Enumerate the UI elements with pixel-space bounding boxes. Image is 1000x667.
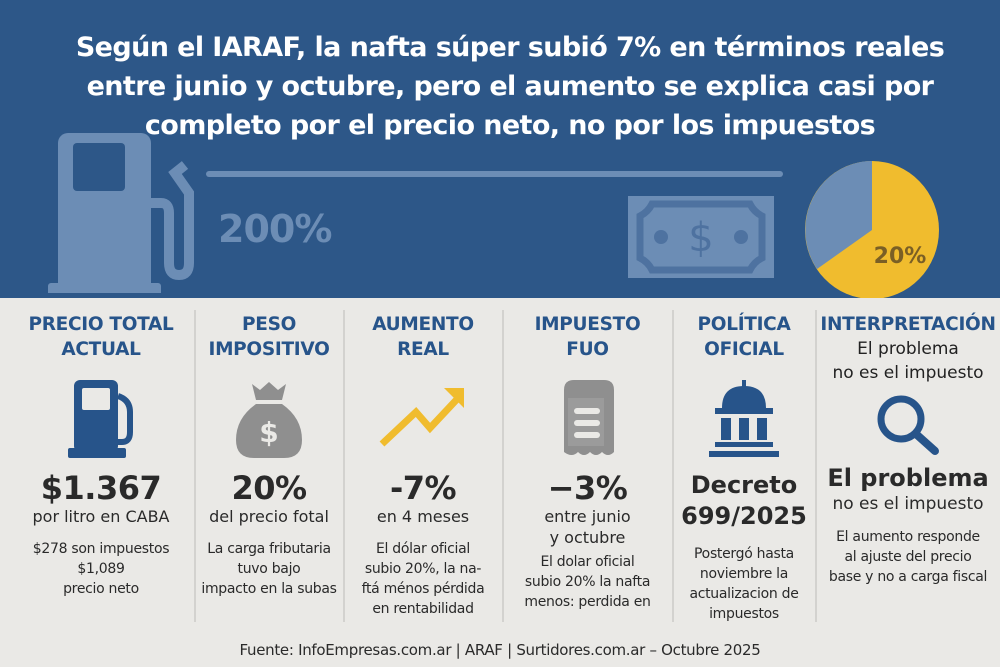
header-banner: 200% $ 20% Según el IARAF, la nafta súpe… (0, 0, 1000, 298)
column-notes: La carga fributaria tuvo bajo impacto en… (201, 541, 337, 597)
fuel-pump-background-icon (48, 133, 194, 293)
column-politica-oficial: POLÍTICA OFICIAL Decreto 699/2025 Poster… (675, 312, 813, 628)
government-building-icon (709, 380, 779, 457)
fuo-tax-value: −3% (547, 469, 628, 507)
stats-panel: PRECIO TOTAL ACTUAL $1.367 por litro en … (0, 298, 1000, 633)
column-heading: PESO IMPOSITIVO (208, 314, 330, 360)
page-title: Según el IARAF, la nafta súper subió 7% … (40, 28, 980, 145)
total-price-caption: por litro en CABA (32, 507, 170, 526)
column-notes: Postergó hasta noviembre la actualizacio… (689, 546, 799, 622)
column-divider (343, 310, 345, 622)
column-heading: INTERPRETACIÓN (820, 314, 996, 335)
column-subheading: El problema no es el impuesto (832, 339, 984, 383)
column-divider (502, 310, 504, 622)
title-line-1: Según el IARAF, la nafta súper subió 7% … (75, 32, 945, 63)
real-increase-value: -7% (389, 469, 457, 507)
total-price-value: $1.367 (40, 469, 162, 507)
column-precio-total: PRECIO TOTAL ACTUAL $1.367 por litro en … (10, 312, 192, 628)
svg-text:$: $ (688, 215, 713, 261)
background-stat: 200% (218, 207, 332, 251)
column-notes: El dolar oficial subio 20% la nafta meno… (524, 554, 651, 610)
trend-up-arrow-icon (379, 388, 464, 447)
column-notes: El aumento responde al ajuste del precio… (828, 529, 988, 585)
column-heading: POLÍTICA OFICIAL (697, 314, 791, 360)
column-heading: IMPUESTO FUO (534, 314, 641, 360)
fuel-pump-icon (68, 380, 133, 458)
tax-weight-caption: del precio fotal (209, 507, 329, 526)
real-increase-caption: en 4 meses (376, 507, 470, 526)
column-interpretacion: INTERPRETACIÓN El problema no es el impu… (818, 312, 998, 628)
column-divider (194, 310, 196, 622)
magnifier-icon (877, 395, 939, 455)
column-aumento-real: AUMENTO REAL -7% en 4 meses El dólar ofi… (346, 312, 500, 628)
column-peso-impositivo: PESO IMPOSITIVO $ 20% del precio fotal L… (197, 312, 341, 628)
title-line-2: entre junio y octubre, pero el aumento s… (86, 71, 934, 102)
receipt-icon (563, 380, 614, 455)
tax-share-pie-chart: 20% (805, 161, 939, 298)
money-bag-icon: $ (236, 382, 302, 458)
interpretation-value: El problema no es el impuesto (827, 464, 989, 514)
column-heading: PRECIO TOTAL ACTUAL (28, 314, 174, 360)
column-impuesto-fuo: IMPUESTO FUO −3% entre junio y octubre E… (505, 312, 670, 628)
source-footer: Fuente: InfoEmpresas.com.ar | ARAF | Sur… (239, 641, 761, 659)
pie-label: 20% (874, 244, 927, 269)
column-divider (815, 310, 817, 622)
column-notes: El dólar oficial subio 20%, la na- ftá m… (361, 541, 485, 617)
decorative-line (206, 171, 783, 177)
column-notes: $278 son impuestos $1,089 precio neto (32, 541, 170, 597)
svg-text:$: $ (259, 416, 278, 449)
banknote-icon: $ (628, 196, 774, 278)
decree-value: Decreto 699/2025 (681, 471, 807, 530)
fuo-tax-caption: entre junio y octubre (544, 507, 631, 547)
column-divider (672, 310, 674, 622)
title-line-3: completo por el precio neto, no por los … (144, 110, 876, 141)
tax-weight-value: 20% (231, 469, 307, 507)
column-heading: AUMENTO REAL (372, 314, 474, 360)
